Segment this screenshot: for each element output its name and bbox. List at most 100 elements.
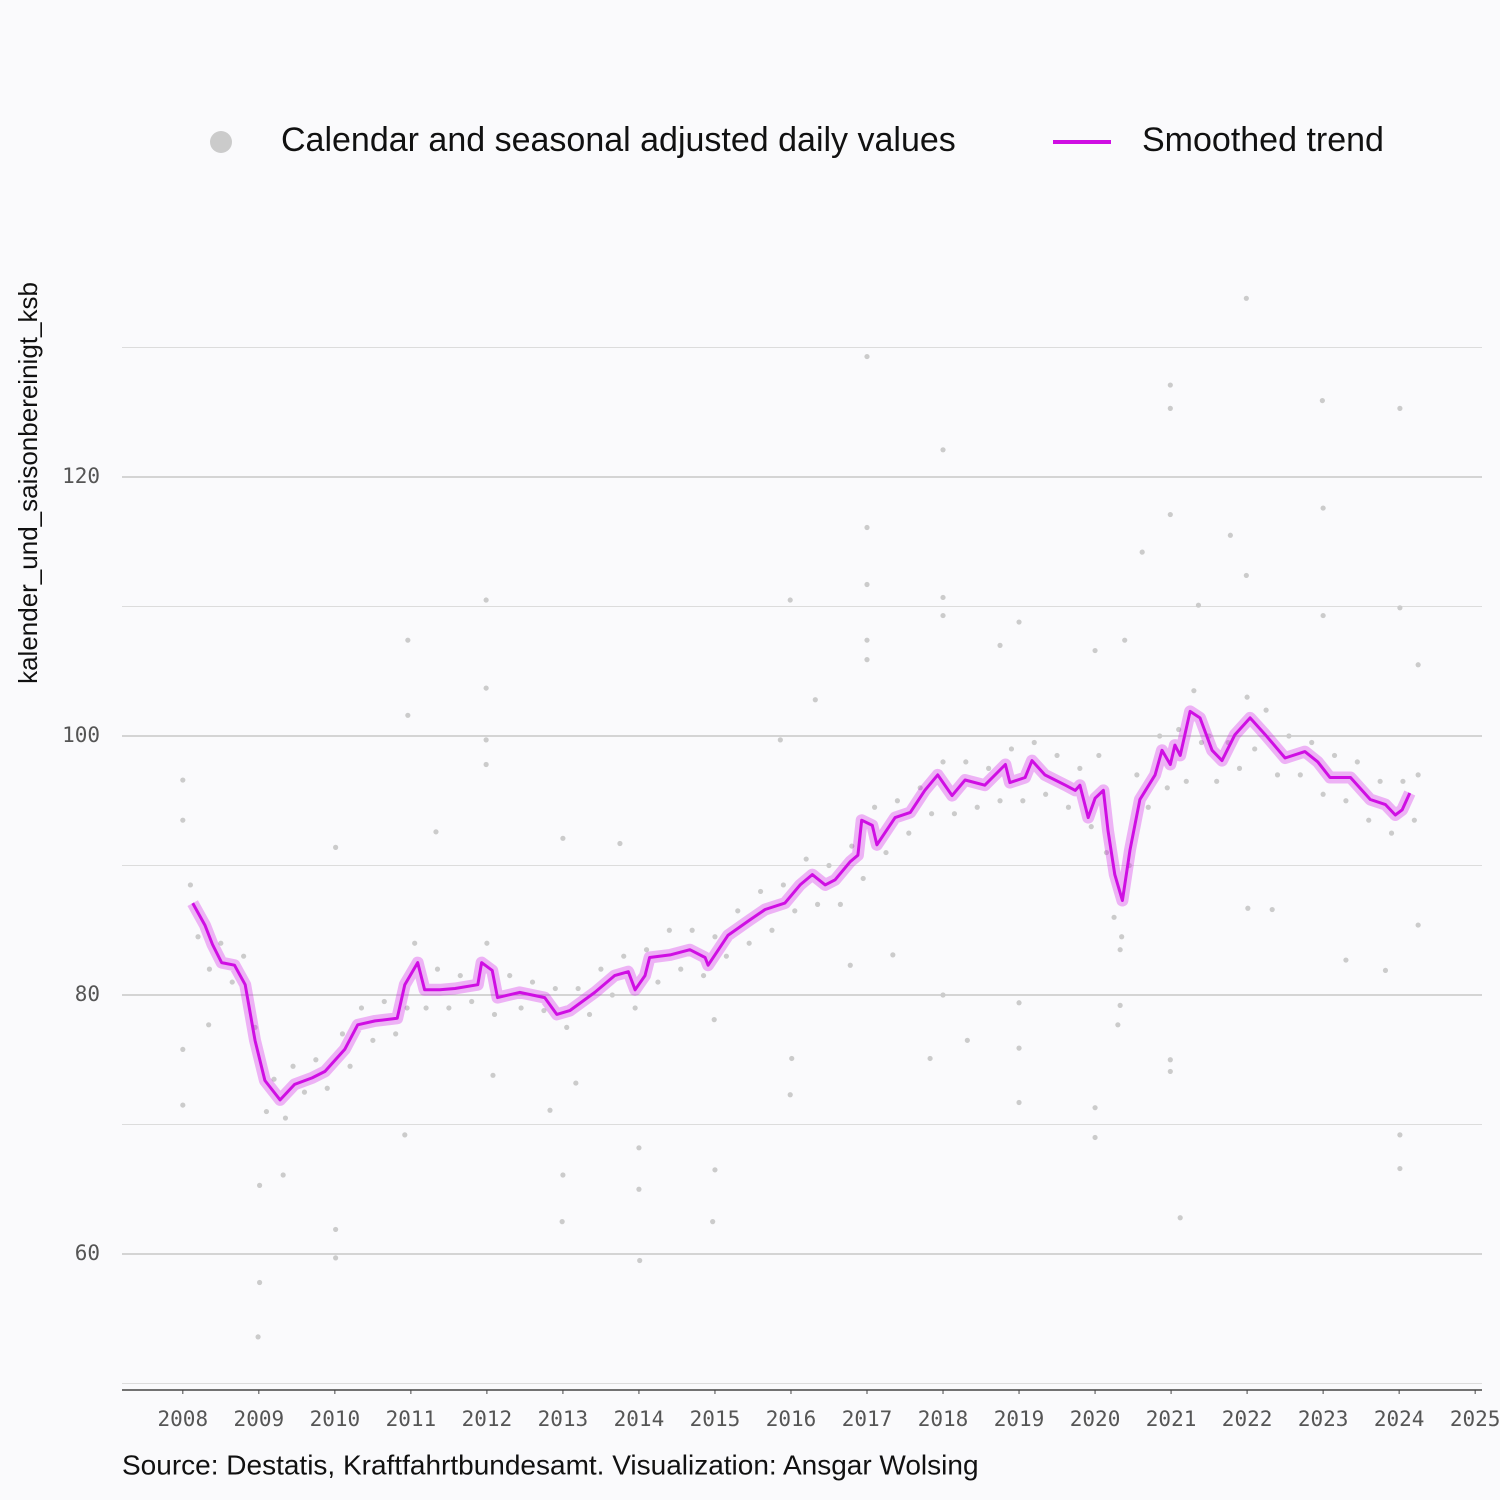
data-point xyxy=(777,737,783,743)
data-point xyxy=(666,927,672,933)
data-point xyxy=(700,972,707,979)
data-point xyxy=(1214,778,1220,784)
data-point xyxy=(757,888,764,895)
data-point xyxy=(1139,549,1145,555)
data-point xyxy=(1117,1002,1123,1008)
y-tick-label: 120 xyxy=(62,464,100,488)
data-point xyxy=(541,1007,547,1014)
data-point xyxy=(1411,817,1417,823)
data-point xyxy=(381,998,387,1005)
data-point xyxy=(711,1017,717,1023)
data-point xyxy=(1008,746,1015,752)
data-point xyxy=(229,979,235,985)
data-point xyxy=(864,581,870,588)
data-point xyxy=(1366,817,1372,823)
data-point xyxy=(301,1089,308,1095)
x-tick-label: 2024 xyxy=(1374,1407,1425,1431)
data-point xyxy=(1415,922,1421,928)
data-point xyxy=(712,1167,718,1173)
data-point xyxy=(1397,405,1403,411)
data-point xyxy=(1377,778,1383,784)
y-tick-label: 60 xyxy=(75,1241,100,1265)
data-point xyxy=(723,953,729,959)
data-point xyxy=(1054,752,1060,759)
data-point xyxy=(940,612,946,619)
data-point xyxy=(358,1005,365,1011)
data-point xyxy=(206,966,213,972)
data-point xyxy=(1167,1068,1173,1075)
x-tick-label: 2008 xyxy=(158,1407,209,1431)
data-point xyxy=(1243,295,1249,301)
data-point xyxy=(1415,772,1421,778)
data-point xyxy=(864,524,870,531)
x-tick-label: 2018 xyxy=(918,1407,969,1431)
data-point xyxy=(1016,619,1022,625)
data-point xyxy=(1183,778,1189,784)
data-point xyxy=(1400,778,1406,784)
data-point xyxy=(769,927,775,933)
data-point xyxy=(586,1011,593,1018)
data-point xyxy=(735,908,741,914)
data-point xyxy=(1020,798,1026,804)
data-point xyxy=(940,992,946,998)
data-point xyxy=(1016,1000,1022,1006)
data-point xyxy=(837,901,843,907)
data-point xyxy=(974,804,980,810)
data-point xyxy=(1167,405,1173,411)
data-point xyxy=(1031,739,1037,746)
x-tick-label: 2011 xyxy=(386,1407,437,1431)
data-point xyxy=(1269,906,1275,913)
data-point xyxy=(547,1107,553,1113)
data-point xyxy=(883,849,889,856)
data-point xyxy=(1320,505,1326,511)
data-point xyxy=(1382,967,1389,974)
data-point xyxy=(180,1102,186,1108)
data-point xyxy=(655,979,661,985)
data-point xyxy=(927,1055,933,1062)
data-point xyxy=(490,1072,496,1078)
data-point xyxy=(940,759,946,765)
data-point xyxy=(552,985,558,992)
data-point xyxy=(746,940,752,946)
data-point xyxy=(689,927,695,933)
data-point xyxy=(636,1186,642,1192)
data-point xyxy=(1343,798,1349,804)
data-point xyxy=(1134,772,1140,778)
data-point xyxy=(405,637,411,643)
data-point xyxy=(643,947,650,953)
data-point xyxy=(997,642,1003,648)
x-tick-label: 2017 xyxy=(842,1407,893,1431)
data-point xyxy=(906,830,912,836)
data-point xyxy=(1115,1022,1121,1028)
x-tick-label: 2009 xyxy=(234,1407,285,1431)
data-point xyxy=(187,882,194,888)
x-tick-label: 2013 xyxy=(538,1407,589,1431)
data-point xyxy=(1092,1134,1098,1141)
data-point xyxy=(1103,849,1110,856)
data-point xyxy=(1191,688,1197,694)
data-point xyxy=(789,1055,795,1062)
data-point xyxy=(1309,739,1315,746)
data-point xyxy=(282,1115,289,1121)
data-point xyxy=(347,1063,353,1069)
data-point xyxy=(826,862,832,869)
data-point xyxy=(1088,824,1094,830)
data-point xyxy=(1320,612,1326,619)
data-point xyxy=(434,966,441,972)
data-point xyxy=(1164,785,1170,791)
data-point xyxy=(1043,791,1049,797)
x-tick-label: 2022 xyxy=(1222,1407,1273,1431)
data-point xyxy=(1263,707,1269,713)
data-point xyxy=(1297,772,1303,778)
data-point xyxy=(560,1172,566,1178)
data-point xyxy=(560,835,566,841)
data-point xyxy=(787,1092,793,1098)
data-point xyxy=(559,1219,565,1225)
legend-label: Calendar and seasonal adjusted daily val… xyxy=(281,121,956,159)
data-point xyxy=(1145,804,1151,810)
data-point xyxy=(864,637,870,643)
data-point xyxy=(573,1080,579,1086)
x-tick-label: 2020 xyxy=(1070,1407,1121,1431)
data-point xyxy=(1157,733,1163,739)
data-point xyxy=(271,1076,277,1082)
